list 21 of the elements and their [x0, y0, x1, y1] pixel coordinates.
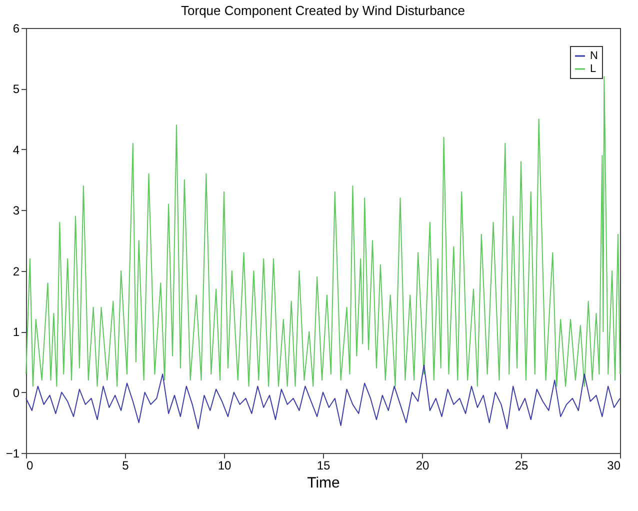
x-tick-label: 10: [218, 458, 232, 472]
x-tick-label: 25: [514, 458, 528, 472]
x-axis-title: Time: [307, 474, 340, 492]
legend-label: N: [590, 50, 598, 62]
x-tick-label: 20: [416, 458, 430, 472]
x-tick-label: 5: [122, 458, 130, 472]
y-tick-label: 2: [12, 264, 20, 278]
chart-title: Torque Component Created by Wind Disturbance: [181, 3, 465, 18]
y-tick-label: 1: [12, 325, 20, 340]
legend-label: L: [590, 63, 596, 75]
line-series: [26, 364, 620, 430]
y-tick-label: 3: [12, 204, 20, 218]
y-tick-label: 4: [12, 142, 20, 157]
x-tick-label: 15: [316, 458, 330, 472]
y-tick-label: −1: [6, 446, 20, 460]
y-tick-label: 0: [12, 386, 20, 400]
y-tick-label: 5: [12, 82, 20, 96]
line-series: [26, 76, 620, 387]
x-tick-label: 30: [607, 458, 621, 472]
y-tick-label: 6: [12, 22, 20, 36]
x-tick-label: 0: [26, 458, 34, 472]
